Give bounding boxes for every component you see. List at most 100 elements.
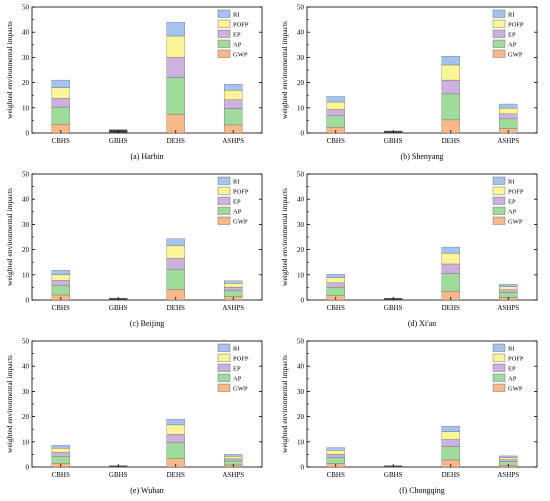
legend-label-ri: RI xyxy=(233,179,240,186)
bar-ashps-ap xyxy=(224,290,243,297)
legend-label-ep: EP xyxy=(233,366,241,373)
y-tick-label: 30 xyxy=(22,54,30,62)
y-tick-label: 30 xyxy=(297,54,305,62)
legend-swatch-ap xyxy=(217,39,231,48)
bar-dehs-ep xyxy=(166,258,185,270)
legend-swatch-ri xyxy=(217,9,231,18)
y-tick-label: 50 xyxy=(297,338,305,346)
bar-dehs-ap xyxy=(166,442,185,459)
y-tick-label: 0 xyxy=(301,464,305,472)
legend-label-ap: AP xyxy=(233,209,242,216)
bar-ashps-pofp xyxy=(224,456,243,459)
legend: RI POFP EP AP GWP xyxy=(492,9,524,59)
legend-swatch-gwp xyxy=(492,383,506,392)
legend-swatch-ri xyxy=(492,9,506,18)
bar-cbhs-ep xyxy=(51,452,70,457)
y-tick-label: 10 xyxy=(297,438,305,446)
y-tick-label: 50 xyxy=(22,4,30,12)
bar-ashps-ri xyxy=(224,84,243,91)
bar-dehs-pofp xyxy=(441,64,460,81)
x-tick-label: ASHPS xyxy=(222,471,244,479)
legend-label-ri: RI xyxy=(508,12,515,19)
y-tick-label: 20 xyxy=(297,79,305,87)
y-tick-label: 50 xyxy=(22,338,30,346)
legend: RI POFP EP AP GWP xyxy=(492,176,524,226)
chart-panel-4: 0 10 20 30 40 50 weighted environmental impact… xyxy=(280,171,538,328)
bar-dehs-pofp xyxy=(166,424,185,435)
bar-ashps-pofp xyxy=(499,457,518,460)
legend-swatch-ep xyxy=(492,363,506,372)
legend-label-gwp: GWP xyxy=(233,219,248,226)
bar-ashps-ep xyxy=(499,289,518,293)
legend-label-gwp: GWP xyxy=(233,52,248,59)
legend-label-ri: RI xyxy=(233,12,240,19)
y-axis-label: weighted environmental impacts xyxy=(280,21,289,119)
legend-swatch-gwp xyxy=(492,216,506,225)
x-tick-label: ASHPS xyxy=(497,304,519,312)
legend-label-ap: AP xyxy=(508,209,517,216)
legend-swatch-ap xyxy=(492,39,506,48)
x-tick-label: DEHS xyxy=(167,471,185,479)
bar-dehs-ap xyxy=(441,273,460,292)
y-axis-label: weighted environmental impacts xyxy=(280,355,289,453)
y-tick-label: 0 xyxy=(26,464,30,472)
chart-panel-3: 0 10 20 30 40 50 weighted environmental impact… xyxy=(5,171,263,328)
bar-cbhs-pofp xyxy=(326,101,345,110)
y-tick-label: 40 xyxy=(22,363,30,371)
legend-swatch-ap xyxy=(492,206,506,215)
y-tick-label: 0 xyxy=(26,130,30,138)
legend-label-ri: RI xyxy=(508,346,515,353)
bar-dehs-ap xyxy=(166,269,185,290)
bar-cbhs-ep xyxy=(326,109,345,117)
legend-swatch-ep xyxy=(492,29,506,38)
bar-dehs-ap xyxy=(166,77,185,115)
legend: RI POFP EP AP GWP xyxy=(217,9,249,59)
y-tick-label: 10 xyxy=(22,271,30,279)
bar-cbhs-ep xyxy=(51,98,70,108)
legend-swatch-pofp xyxy=(217,19,231,28)
y-tick-label: 40 xyxy=(22,196,30,204)
bar-cbhs-ri xyxy=(326,96,345,103)
x-tick-label: DEHS xyxy=(442,304,460,312)
legend-swatch-pofp xyxy=(492,186,506,195)
bar-dehs-ri xyxy=(441,55,460,66)
legend-swatch-ap xyxy=(217,206,231,215)
chart-panel-1: 0 10 20 30 40 50 weighted environmental impact… xyxy=(5,4,263,161)
bar-dehs-ri xyxy=(166,238,185,246)
bar-dehs-pofp xyxy=(166,245,185,259)
y-tick-label: 20 xyxy=(22,79,30,87)
panel-caption: (e) Wuhan xyxy=(130,486,164,495)
bar-cbhs-ap xyxy=(51,285,70,296)
y-tick-label: 40 xyxy=(297,29,305,37)
bar-dehs-ep xyxy=(441,439,460,447)
legend-swatch-pofp xyxy=(217,353,231,362)
x-tick-label: DEHS xyxy=(167,137,185,145)
x-tick-label: GBHS xyxy=(384,304,403,312)
legend-label-pofp: POFP xyxy=(508,356,524,363)
bar-dehs-pofp xyxy=(441,431,460,440)
panel-caption: (a) Harbin xyxy=(130,152,163,161)
legend-swatch-gwp xyxy=(217,49,231,58)
bar-dehs-ep xyxy=(441,79,460,95)
x-tick-label: CBHS xyxy=(327,304,345,312)
x-tick-label: GBHS xyxy=(109,137,128,145)
bar-dehs-ap xyxy=(441,446,460,461)
bar-ashps-pofp xyxy=(499,107,518,114)
legend-swatch-gwp xyxy=(217,216,231,225)
y-tick-label: 20 xyxy=(297,413,305,421)
x-tick-label: CBHS xyxy=(52,137,70,145)
y-tick-label: 10 xyxy=(22,104,30,112)
bar-cbhs-ep xyxy=(326,282,345,288)
legend-swatch-ep xyxy=(217,196,231,205)
bar-ashps-ep xyxy=(224,286,243,291)
bar-cbhs-pofp xyxy=(51,87,70,99)
legend-swatch-ep xyxy=(492,196,506,205)
panel-caption: (c) Beijing xyxy=(130,319,164,328)
legend-label-ap: AP xyxy=(233,376,242,383)
chart-panel-5: 0 10 20 30 40 50 weighted environmental impact… xyxy=(5,338,263,495)
x-tick-label: ASHPS xyxy=(222,137,244,145)
legend-label-ri: RI xyxy=(233,346,240,353)
y-tick-label: 10 xyxy=(297,271,305,279)
legend-label-ep: EP xyxy=(508,199,516,206)
